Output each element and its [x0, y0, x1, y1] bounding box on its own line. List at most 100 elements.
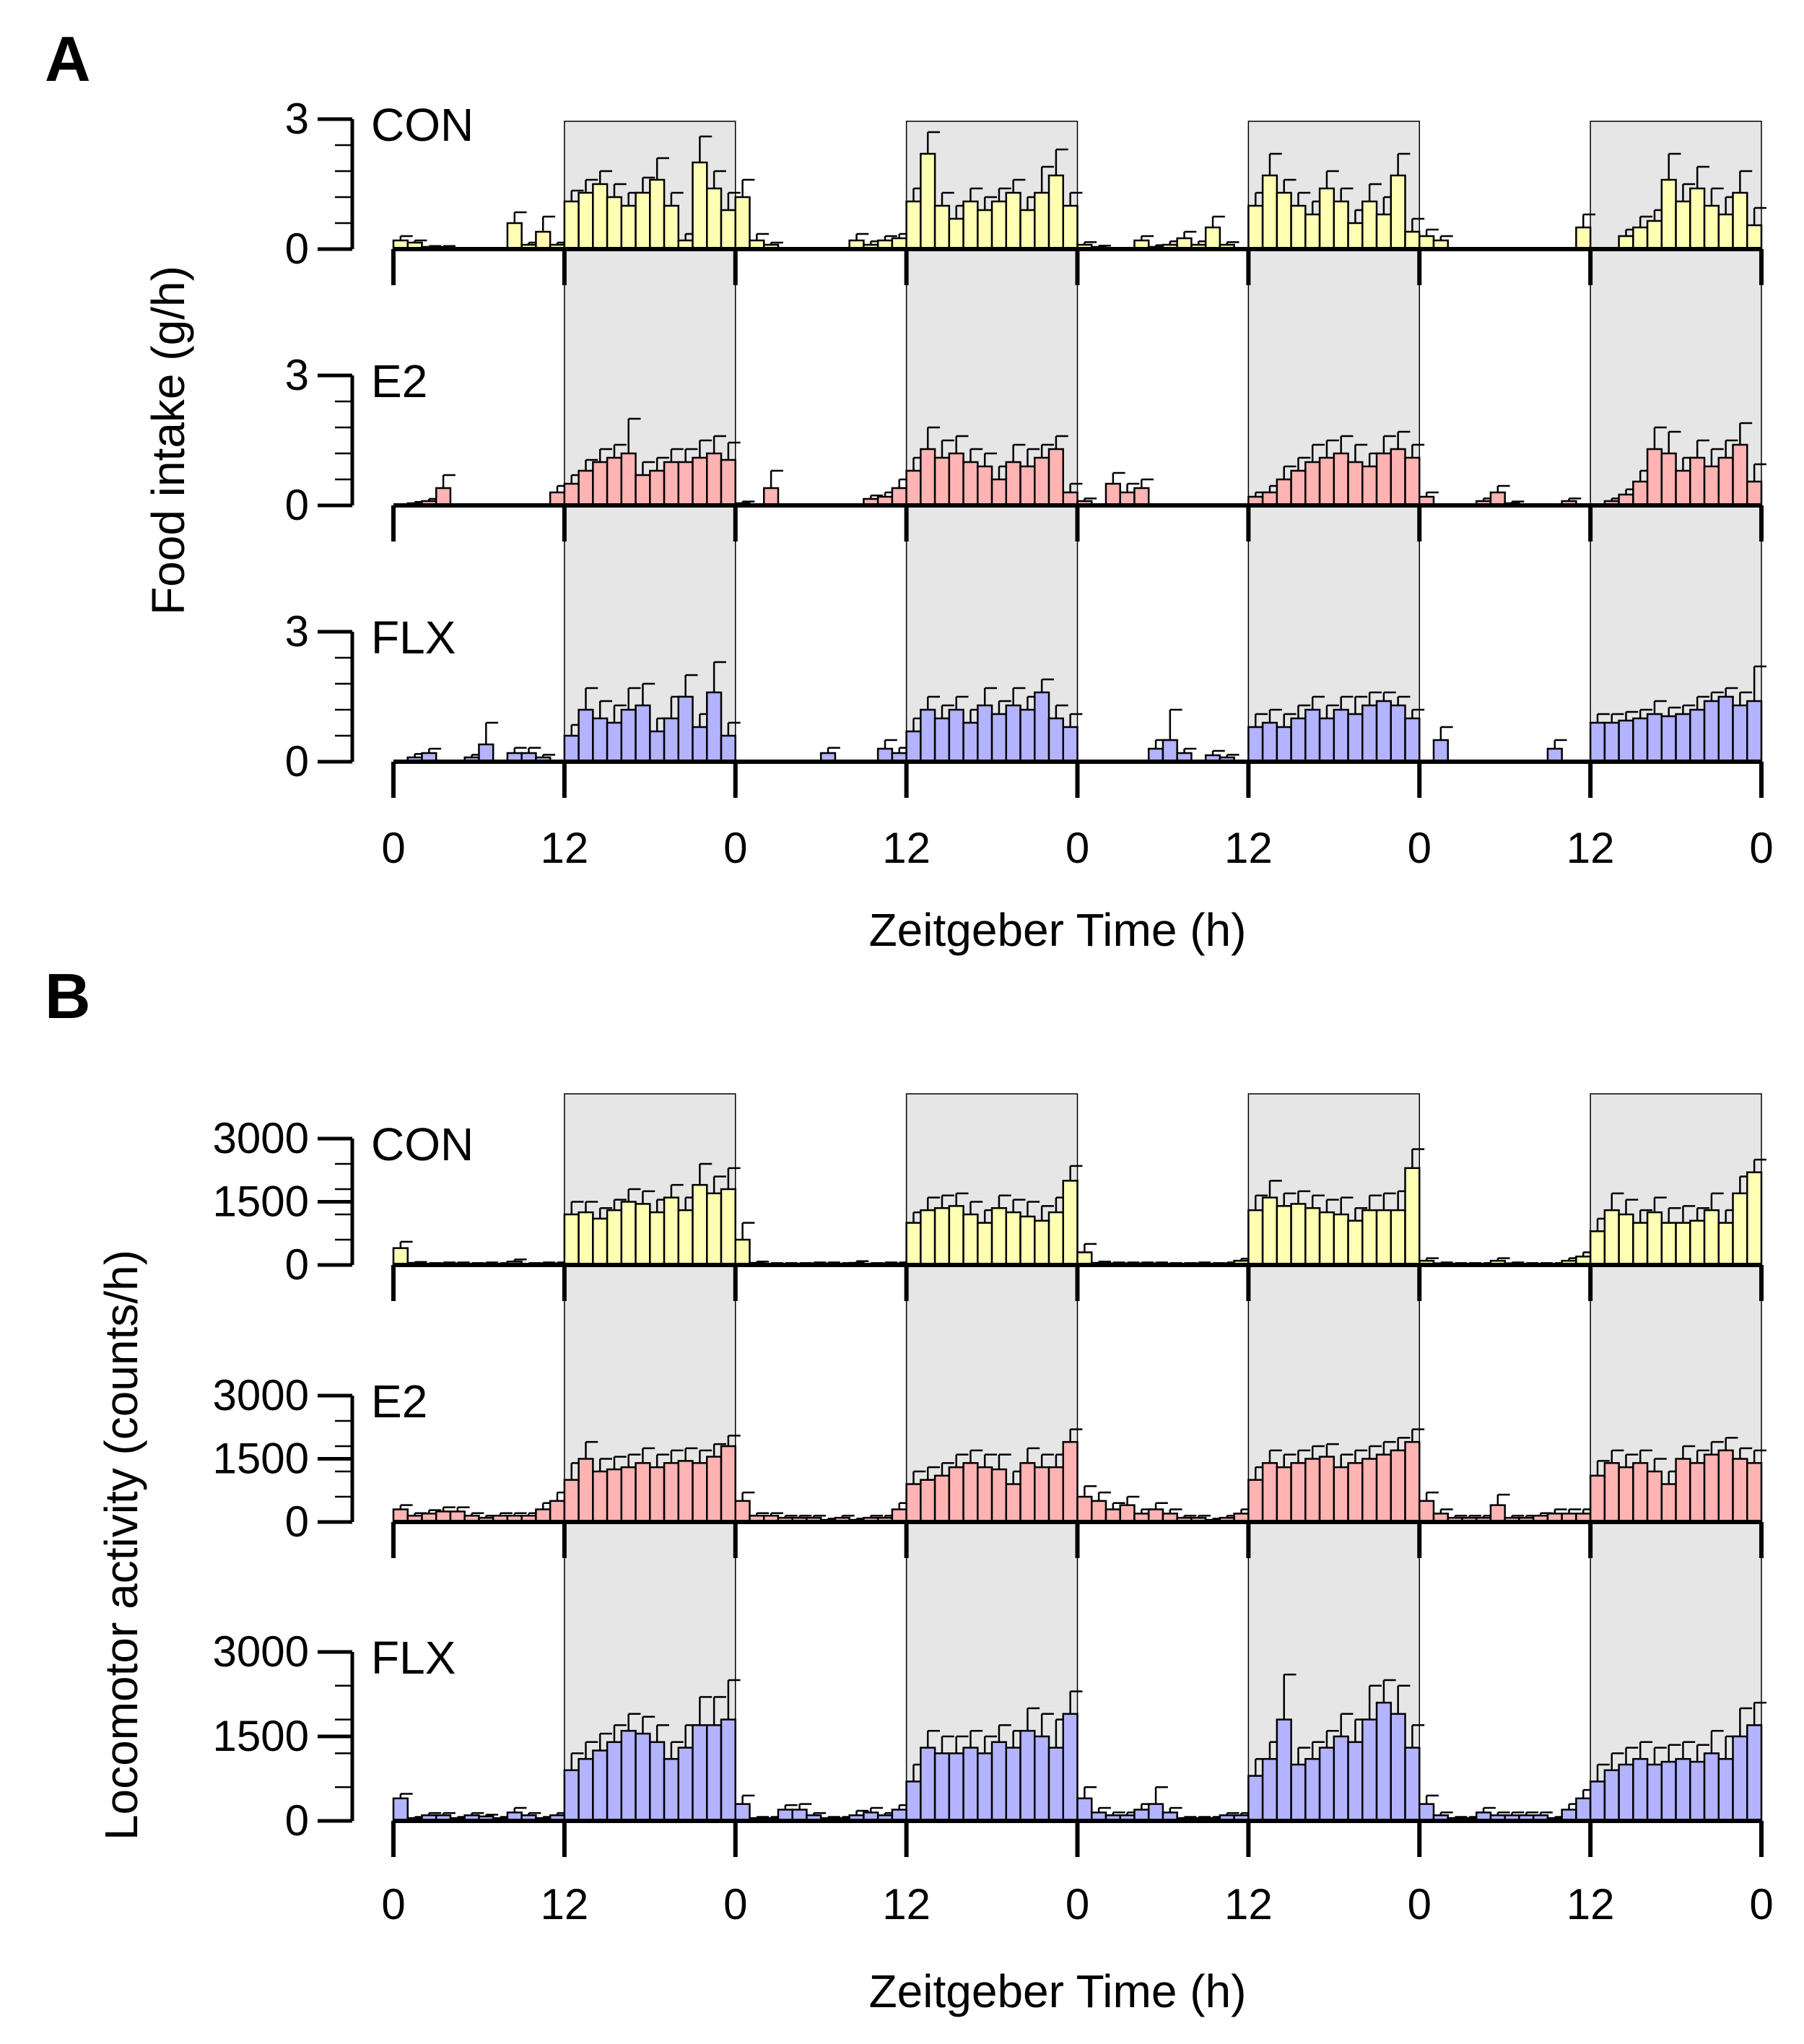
bar	[663, 204, 680, 251]
x-tick-label: 0	[723, 1880, 747, 1928]
bar	[990, 1207, 1008, 1266]
bar	[933, 1474, 951, 1523]
bar	[1261, 1462, 1278, 1523]
bar	[762, 487, 780, 507]
bar	[706, 1456, 723, 1523]
bar	[1589, 1474, 1606, 1523]
bar	[1404, 230, 1421, 251]
bar	[1261, 721, 1278, 763]
bar	[1318, 187, 1335, 251]
bar	[1290, 469, 1307, 507]
bar	[1703, 1209, 1720, 1266]
bar	[948, 708, 964, 763]
bar	[635, 474, 651, 507]
bar	[1318, 717, 1335, 763]
x-tick-label: 0	[1066, 1880, 1089, 1928]
bar	[1005, 1747, 1021, 1822]
bar	[663, 1196, 680, 1266]
bar	[620, 1466, 637, 1523]
bar	[1746, 700, 1763, 763]
bar	[1575, 226, 1592, 251]
bar	[692, 726, 708, 763]
bar	[1347, 713, 1364, 763]
bar	[1019, 708, 1036, 763]
bar	[1703, 204, 1720, 251]
bar	[592, 461, 609, 507]
bar	[1261, 1757, 1278, 1822]
bar	[1304, 213, 1321, 251]
bar	[1404, 1167, 1421, 1266]
bar	[990, 1741, 1008, 1822]
panel-letter-a: A	[45, 23, 91, 95]
y-tick-label: 1500	[213, 1178, 309, 1226]
bar	[1689, 708, 1706, 763]
bar	[1019, 1215, 1036, 1266]
bar	[905, 469, 922, 507]
bar	[592, 1470, 609, 1523]
bar	[635, 1203, 651, 1266]
bar	[677, 1460, 694, 1523]
bar	[478, 743, 494, 763]
bar	[663, 1757, 680, 1822]
bar	[1247, 1479, 1264, 1523]
bar	[1618, 1213, 1634, 1266]
bar	[1390, 174, 1406, 251]
bar	[1062, 1180, 1079, 1266]
bar	[692, 1183, 708, 1266]
bar	[1703, 465, 1720, 507]
bar	[905, 1222, 922, 1266]
bar	[948, 452, 964, 507]
x-tick-label: 12	[1566, 1880, 1615, 1928]
bar	[1660, 1760, 1677, 1822]
bar	[1247, 1209, 1264, 1266]
bar	[1660, 1222, 1677, 1266]
bar	[720, 1445, 737, 1523]
bar	[1276, 478, 1292, 507]
bar	[1589, 721, 1606, 763]
bar	[990, 1468, 1008, 1523]
x-tick-label: 0	[1408, 1880, 1432, 1928]
bar	[1646, 1763, 1663, 1822]
x-tick-label: 12	[882, 1880, 931, 1928]
panel-a-group-label-e2: E2	[371, 355, 427, 407]
bar	[1675, 200, 1691, 251]
bar	[1489, 1504, 1506, 1523]
bar	[1361, 704, 1378, 763]
bar	[920, 1747, 936, 1822]
bar	[1675, 1222, 1691, 1266]
bar	[905, 1483, 922, 1523]
bar	[1034, 1735, 1050, 1822]
x-tick-label: 0	[381, 1880, 405, 1928]
bar	[1347, 461, 1364, 507]
bar	[1247, 1775, 1264, 1822]
bar	[1717, 213, 1734, 251]
bar	[1318, 1747, 1335, 1822]
y-tick-label: 3	[285, 607, 309, 656]
bar	[962, 1462, 979, 1523]
bar	[435, 487, 452, 507]
bar	[1062, 1713, 1079, 1822]
bar	[1575, 1797, 1592, 1822]
bar	[1404, 456, 1421, 507]
bar	[592, 717, 609, 763]
bar	[1005, 461, 1021, 507]
bar	[549, 1500, 566, 1523]
bar	[1034, 1219, 1050, 1266]
bar	[606, 721, 623, 763]
bar	[563, 200, 580, 251]
bar	[692, 161, 708, 251]
bar	[563, 734, 580, 763]
bar	[1261, 1196, 1278, 1266]
bar	[1390, 1449, 1406, 1523]
bar	[1603, 721, 1620, 763]
bar	[962, 721, 979, 763]
bar	[1375, 700, 1393, 763]
panel-a-ylabel: Food intake (g/h)	[142, 266, 194, 615]
bar	[1005, 1483, 1021, 1523]
bar	[1746, 1171, 1763, 1266]
bar	[649, 178, 666, 251]
bar	[1646, 219, 1663, 251]
bar	[1047, 717, 1065, 763]
bar	[1375, 452, 1393, 507]
bar	[692, 1724, 708, 1822]
